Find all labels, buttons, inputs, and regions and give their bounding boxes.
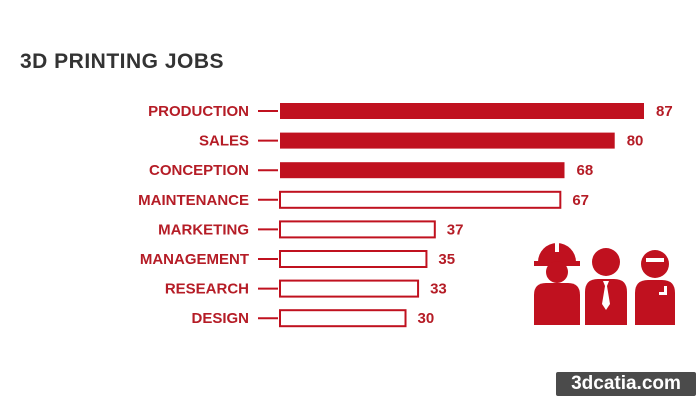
- value-label: 80: [627, 133, 644, 150]
- category-label: CONCEPTION: [149, 162, 249, 179]
- category-label: PRODUCTION: [148, 103, 249, 120]
- bar: [280, 132, 615, 149]
- value-label: 68: [577, 162, 594, 179]
- construction-worker-icon: [534, 243, 580, 325]
- value-label: 37: [447, 221, 464, 238]
- value-label: 35: [438, 251, 455, 268]
- value-label: 33: [430, 281, 447, 298]
- watermark: 3dcatia.com: [556, 372, 696, 396]
- category-label: SALES: [199, 133, 249, 150]
- category-label: MANAGEMENT: [140, 251, 249, 268]
- bar: [279, 250, 428, 268]
- bar: [279, 309, 407, 328]
- bar: [279, 190, 562, 209]
- bar: [279, 279, 420, 298]
- value-label: 87: [656, 103, 673, 120]
- icons-group: [534, 243, 675, 325]
- engineer-icon: [635, 250, 675, 325]
- bars-layer: PRODUCTION 87 SALES 80 CONCEPTION 68 MAINTENAN…: [138, 103, 673, 328]
- chart-title: 3D PRINTING JOBS: [20, 50, 225, 73]
- category-label: MARKETING: [158, 221, 249, 238]
- bar: [280, 162, 565, 179]
- value-label: 30: [418, 310, 435, 327]
- bar: [280, 103, 644, 119]
- businessman-icon: [585, 248, 627, 325]
- value-label: 67: [572, 192, 589, 209]
- category-label: RESEARCH: [165, 281, 249, 298]
- category-label: DESIGN: [191, 310, 249, 327]
- category-label: MAINTENANCE: [138, 192, 249, 209]
- bar: [279, 220, 436, 239]
